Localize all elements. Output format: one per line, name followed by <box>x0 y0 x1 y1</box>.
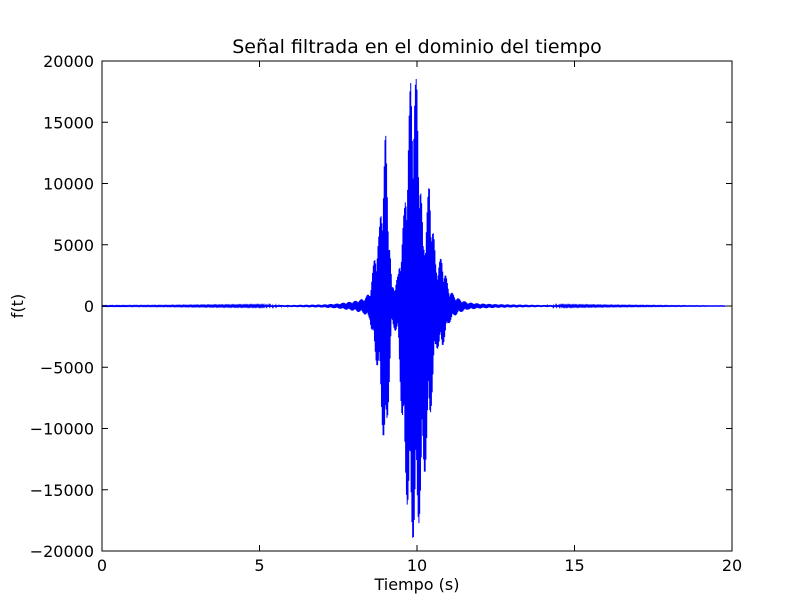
y-tick-label: 0 <box>84 297 94 316</box>
chart-title: Señal filtrada en el dominio del tiempo <box>232 36 602 58</box>
x-tick-label: 20 <box>722 556 742 575</box>
x-tick-label: 15 <box>564 556 584 575</box>
y-tick-label: −15000 <box>30 481 94 500</box>
series-0-signal-line <box>101 79 727 538</box>
y-axis-label: f(t) <box>8 294 27 318</box>
y-tick-label: −10000 <box>30 420 94 439</box>
y-tick-label: 10000 <box>43 175 94 194</box>
plot-layer <box>101 79 727 538</box>
y-tick-label: 20000 <box>43 52 94 71</box>
x-tick-label: 0 <box>97 556 107 575</box>
x-axis-label: Tiempo (s) <box>373 575 459 594</box>
y-tick-label: −20000 <box>30 542 94 561</box>
y-tick-label: 15000 <box>43 113 94 132</box>
x-tick-label: 10 <box>407 556 427 575</box>
ticks-layer: 0 5 10 15 20 −20000 −15000 −10000 −5000 0 5000 1000… <box>30 52 742 575</box>
y-tick-label: 5000 <box>53 236 94 255</box>
y-tick-label: −5000 <box>40 358 94 377</box>
x-tick-label: 5 <box>254 556 264 575</box>
